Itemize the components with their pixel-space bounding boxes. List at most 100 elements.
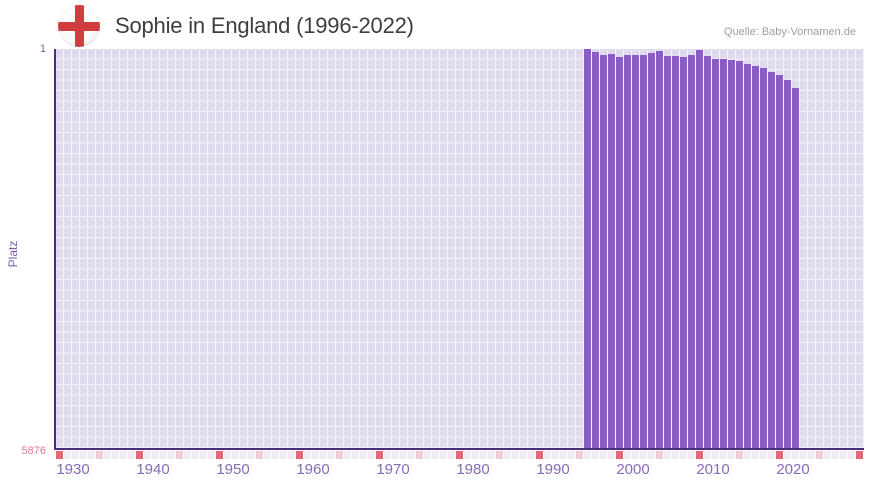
year-tick-1976 xyxy=(424,451,431,459)
year-tick-1941 xyxy=(144,451,151,459)
year-tick-1953 xyxy=(240,451,247,459)
bar-2004[interactable] xyxy=(648,52,655,448)
year-tick-1966 xyxy=(344,451,351,459)
year-tick-1972 xyxy=(392,451,399,459)
y-axis-tick-label-bottom: 5876 xyxy=(21,445,46,457)
year-tick-2030 xyxy=(856,451,863,459)
year-tick-2009 xyxy=(688,451,695,459)
bar-2010[interactable] xyxy=(696,49,703,448)
year-tick-2026 xyxy=(824,451,831,459)
year-tick-2004 xyxy=(648,451,655,459)
bar-1996[interactable] xyxy=(584,49,591,448)
year-tick-2010 xyxy=(696,451,703,459)
bar-1999[interactable] xyxy=(608,54,615,448)
year-tick-1983 xyxy=(480,451,487,459)
bar-2022[interactable] xyxy=(792,88,799,448)
year-tick-1992 xyxy=(552,451,559,459)
bar-1998[interactable] xyxy=(600,54,607,448)
year-tick-1957 xyxy=(272,451,279,459)
year-tick-1990 xyxy=(536,451,543,459)
y-axis-line xyxy=(54,49,56,450)
year-tick-1988 xyxy=(520,451,527,459)
x-axis-label-1990: 1990 xyxy=(536,461,570,478)
year-tick-2013 xyxy=(720,451,727,459)
year-tick-1961 xyxy=(304,451,311,459)
year-tick-1948 xyxy=(200,451,207,459)
year-tick-2028 xyxy=(840,451,847,459)
chart-title: Sophie in England (1996-2022) xyxy=(115,13,414,38)
year-tick-1930 xyxy=(56,451,63,459)
bar-2020[interactable] xyxy=(776,74,783,448)
bar-2019[interactable] xyxy=(768,72,775,448)
year-tick-2000 xyxy=(616,451,623,459)
year-tick-1943 xyxy=(160,451,167,459)
bar-2001[interactable] xyxy=(624,54,631,448)
bar-2012[interactable] xyxy=(712,58,719,448)
bar-2018[interactable] xyxy=(760,67,767,448)
year-tick-1963 xyxy=(320,451,327,459)
year-tick-1942 xyxy=(152,451,159,459)
x-axis-label-2000: 2000 xyxy=(616,461,650,478)
source-attribution: Quelle: Baby-Vornamen.de xyxy=(723,26,856,38)
y-axis-tick-label-top: 1 xyxy=(39,43,46,55)
bar-2017[interactable] xyxy=(752,65,759,448)
year-tick-1934 xyxy=(88,451,95,459)
year-tick-2023 xyxy=(800,451,807,459)
x-axis-label-1960: 1960 xyxy=(296,461,330,478)
year-tick-1956 xyxy=(264,451,271,459)
year-tick-2029 xyxy=(848,451,855,459)
year-tick-1981 xyxy=(464,451,471,459)
plot-area xyxy=(56,49,864,448)
bar-2014[interactable] xyxy=(728,59,735,448)
year-tick-2022 xyxy=(792,451,799,459)
year-tick-1977 xyxy=(432,451,439,459)
bar-2016[interactable] xyxy=(744,63,751,448)
bar-2006[interactable] xyxy=(664,55,671,448)
bar-2009[interactable] xyxy=(688,55,695,448)
year-tick-2012 xyxy=(712,451,719,459)
bar-2000[interactable] xyxy=(616,56,623,448)
bar-2002[interactable] xyxy=(632,54,639,448)
year-tick-1960 xyxy=(296,451,303,459)
year-tick-2015 xyxy=(736,451,743,459)
bar-2007[interactable] xyxy=(672,56,679,448)
year-tick-1958 xyxy=(280,451,287,459)
year-tick-1971 xyxy=(384,451,391,459)
year-tick-1970 xyxy=(376,451,383,459)
year-tick-1946 xyxy=(184,451,191,459)
year-tick-2006 xyxy=(664,451,671,459)
bar-2011[interactable] xyxy=(704,55,711,448)
x-axis-label-2020: 2020 xyxy=(776,461,810,478)
year-tick-1987 xyxy=(512,451,519,459)
x-axis-label-2010: 2010 xyxy=(696,461,730,478)
year-tick-1999 xyxy=(608,451,615,459)
year-tick-2007 xyxy=(672,451,679,459)
year-tick-2005 xyxy=(656,451,663,459)
year-tick-1968 xyxy=(360,451,367,459)
bar-2015[interactable] xyxy=(736,60,743,448)
bar-2003[interactable] xyxy=(640,55,647,448)
x-axis-tick-strip xyxy=(56,451,864,459)
bar-2021[interactable] xyxy=(784,79,791,448)
bar-2005[interactable] xyxy=(656,51,663,448)
year-tick-1955 xyxy=(256,451,263,459)
year-tick-1964 xyxy=(328,451,335,459)
flag-cross-horizontal xyxy=(58,22,100,31)
year-tick-2001 xyxy=(624,451,631,459)
x-axis-label-1930: 1930 xyxy=(56,461,90,478)
year-tick-1969 xyxy=(368,451,375,459)
year-tick-1989 xyxy=(528,451,535,459)
bar-1997[interactable] xyxy=(592,52,599,448)
bar-2013[interactable] xyxy=(720,58,727,448)
year-tick-1937 xyxy=(112,451,119,459)
england-flag-icon xyxy=(58,5,100,47)
year-tick-1949 xyxy=(208,451,215,459)
year-tick-1973 xyxy=(400,451,407,459)
year-tick-2025 xyxy=(816,451,823,459)
year-tick-1997 xyxy=(592,451,599,459)
year-tick-1975 xyxy=(416,451,423,459)
year-tick-2016 xyxy=(744,451,751,459)
year-tick-1947 xyxy=(192,451,199,459)
year-tick-2021 xyxy=(784,451,791,459)
bar-2008[interactable] xyxy=(680,57,687,448)
